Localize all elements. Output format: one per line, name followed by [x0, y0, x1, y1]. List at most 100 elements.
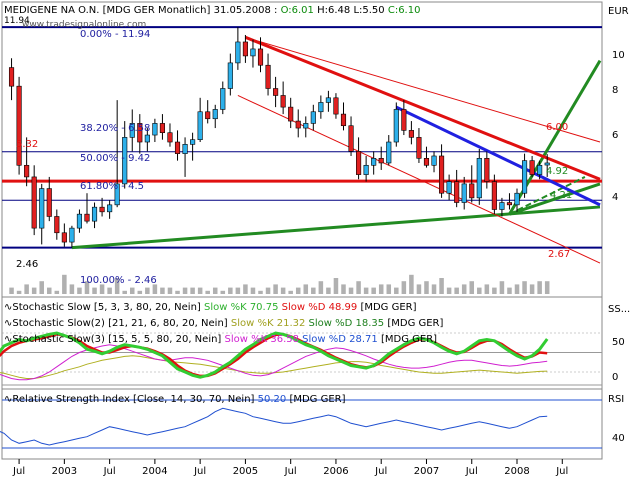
candle-body [250, 48, 256, 57]
volume-bar [371, 287, 376, 294]
volume-bar [492, 287, 497, 294]
volume-bar [54, 290, 60, 294]
candle-body [31, 176, 37, 229]
candle-body [288, 106, 294, 122]
top-cut-label: 11.94 [4, 16, 30, 26]
x-tick-label: Jul [284, 466, 297, 477]
left-label-532: 5.32 [16, 139, 38, 150]
volume-bar [461, 284, 467, 294]
candle-body [39, 188, 45, 229]
candle-body [197, 111, 203, 140]
candle-body [325, 97, 331, 103]
volume-bar [386, 284, 392, 294]
candle-body [242, 41, 248, 57]
x-tick-label: Jul [465, 466, 478, 477]
volume-bar [250, 287, 256, 294]
trend-line-green-dashed [509, 176, 586, 216]
fib-labels: 0.00% - 11.94 38.20% - 6.58 50.00% - 9.4… [80, 29, 157, 286]
volume-bar [16, 290, 22, 294]
candle-body [514, 192, 520, 206]
volume-bar [265, 287, 271, 294]
candle-body [69, 227, 75, 243]
volume-bar [182, 287, 188, 294]
volume-bar [9, 287, 14, 294]
candle-body [54, 216, 60, 234]
x-tick-label: Jul [12, 466, 25, 477]
volume-bar [401, 281, 407, 294]
volume-bar [47, 287, 52, 294]
volume-bar [356, 281, 361, 294]
trend-line-blue-line [395, 105, 601, 207]
candle-body [107, 204, 113, 213]
candle-body [423, 158, 430, 166]
volume-bar [431, 284, 437, 294]
candle-body [167, 132, 173, 143]
volume-bar [137, 290, 143, 294]
volume-bar [99, 284, 105, 294]
candle-body [174, 141, 181, 154]
rsi-legend: ∿Relative Strength Index [Close, 14, 30,… [4, 394, 346, 405]
volume-bar [288, 290, 293, 294]
candle-body [521, 160, 528, 194]
volume-bar [544, 281, 550, 294]
price-panel-frame [1, 1, 603, 298]
volume-bar [190, 287, 195, 294]
candle-body [348, 125, 354, 152]
candle-body [454, 181, 460, 203]
candle-body [303, 123, 309, 129]
volume-bar [39, 281, 44, 294]
volume-bar [439, 278, 444, 294]
candle-body [46, 188, 52, 217]
candle-body [408, 130, 414, 138]
fib-label-382: 38.20% - 6.58 [80, 123, 150, 134]
stoch-legend: ∿Stochastic Slow [5, 3, 3, 80, 20, Nein]… [4, 302, 444, 345]
candle-body [280, 95, 286, 108]
volume-bar [409, 274, 414, 294]
trend-label-600: 6.00 [546, 122, 568, 133]
candle-body [439, 155, 445, 194]
volume-bar [529, 284, 535, 294]
candle-body [212, 109, 218, 120]
volume-bar [160, 287, 165, 294]
stochastic-lines [0, 331, 602, 386]
stoch-legend-3: ∿Stochastic Slow(3) [15, 5, 5, 80, 20, N… [4, 334, 437, 345]
candle-body [529, 160, 535, 175]
candle-body [205, 111, 211, 120]
volume-bar [446, 287, 452, 294]
candle-body [235, 41, 241, 64]
candle-body [446, 181, 452, 194]
volume-bar [469, 281, 475, 294]
volume-bar [484, 284, 490, 294]
stoch-tick-0: 0 [612, 372, 618, 383]
candle-body [363, 164, 369, 175]
candle-body [416, 137, 422, 159]
candle-body [114, 183, 120, 206]
candle-body [544, 162, 550, 166]
rsi-line [0, 399, 602, 449]
candle-body [8, 67, 15, 87]
rsi-right-label: RSI [608, 394, 624, 405]
trend-label-492: 4.92 [546, 166, 568, 177]
candle-body [310, 111, 316, 124]
volume-bar [303, 284, 309, 294]
volume-bar [205, 290, 210, 294]
candle-body [469, 183, 475, 199]
candle-body [24, 164, 30, 178]
candle-body [371, 158, 377, 166]
x-tick-label: 2007 [414, 466, 439, 477]
candle-body [393, 109, 399, 143]
x-tick-label: 2008 [504, 466, 529, 477]
volume-bar [197, 287, 203, 294]
trend-line-green-mid [508, 182, 601, 216]
volume-bar [228, 287, 233, 294]
rsi-series-line [0, 407, 548, 446]
volume-bar [311, 287, 316, 294]
fib-label-50: 50.00% - 9.42 [80, 153, 150, 164]
volume-bar [243, 284, 248, 294]
candle-body [137, 123, 143, 143]
candle-body [61, 232, 67, 243]
volume-bar [220, 290, 226, 294]
y-tick-4: 4 [612, 192, 618, 203]
trend-line-red-channel-upper [245, 36, 601, 143]
